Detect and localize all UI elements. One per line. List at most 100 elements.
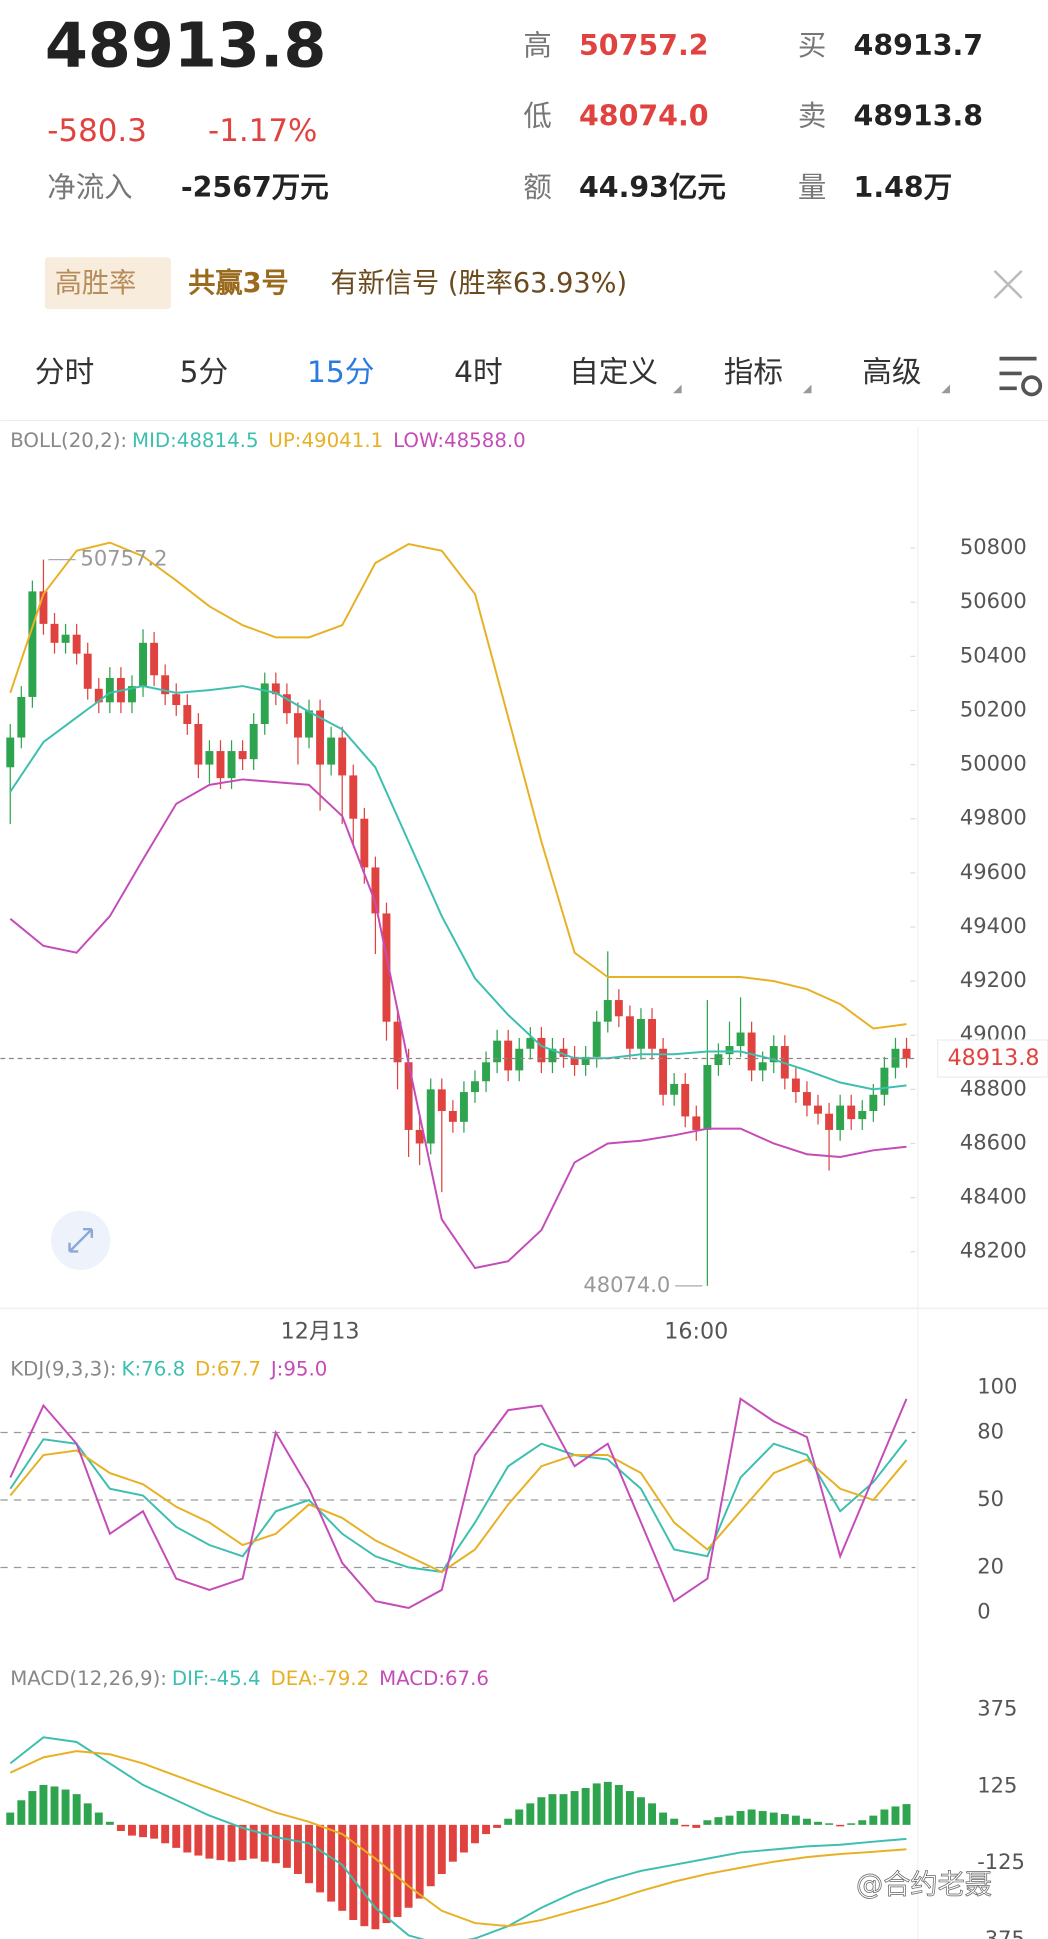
macd-bar (282, 1824, 291, 1868)
macd-bar (814, 1821, 822, 1825)
close-button[interactable] (993, 269, 1023, 299)
tab[interactable]: 指标 (724, 354, 783, 389)
candle-body (902, 1048, 911, 1059)
indicator-line (9, 685, 907, 1091)
macd-bar (736, 1811, 745, 1825)
legend-entry: MID:48814.5 (132, 429, 258, 452)
last-price-label: 48913.8 (948, 1045, 1040, 1071)
stat-label: 高 (523, 29, 551, 62)
candle-body (592, 1021, 601, 1057)
candle-body (659, 1048, 668, 1095)
y-tick-label: 50600 (960, 588, 1027, 613)
macd-bar (681, 1824, 690, 1827)
macd-bar (504, 1818, 513, 1825)
macd-bar (648, 1803, 656, 1825)
stat-value: 1.48万 (854, 171, 953, 204)
settings-icon[interactable] (999, 356, 1043, 397)
macd-bar (72, 1794, 81, 1825)
macd-bar (227, 1824, 236, 1862)
macd-bar (802, 1818, 811, 1825)
stat-value: 48913.7 (854, 29, 984, 62)
macd-bar (404, 1824, 413, 1908)
candle-body (581, 1056, 590, 1065)
signal-text[interactable]: 有新信号 (胜率63.93%) (330, 268, 627, 299)
macd-bar (172, 1824, 181, 1848)
candle-body (94, 688, 103, 703)
macd-bar (194, 1824, 203, 1856)
tab[interactable]: 5分 (180, 354, 229, 389)
macd-bar (891, 1806, 900, 1825)
macd-bar (94, 1812, 103, 1825)
macd-bar (415, 1824, 424, 1899)
tab[interactable]: 分时 (35, 354, 94, 389)
macd-bar (637, 1797, 645, 1825)
y-tick-label: 375 (977, 1696, 1017, 1721)
indicator-line (9, 1449, 908, 1574)
candle-body (714, 1054, 723, 1065)
tab[interactable]: 高级 (862, 354, 921, 389)
macd-bar (105, 1821, 114, 1825)
candle-body (802, 1092, 811, 1106)
candle-body (150, 642, 159, 676)
candle-body (382, 913, 391, 1022)
expand-icon (68, 1227, 94, 1253)
legend-entry: DEA:-79.2 (270, 1667, 369, 1690)
macd-bar (83, 1803, 92, 1825)
annotation: 48074.0 (583, 1272, 670, 1297)
macd-bar (493, 1824, 502, 1828)
y-tick-label: 49400 (960, 913, 1027, 938)
candle-body (537, 1037, 546, 1063)
macd-bar (482, 1824, 491, 1835)
macd-bar (769, 1812, 778, 1825)
y-tick-label: 48800 (960, 1075, 1027, 1100)
candle-body (570, 1056, 579, 1065)
macd-bar (869, 1815, 878, 1825)
y-tick-label: 50200 (960, 696, 1027, 721)
macd-bar (758, 1811, 767, 1825)
macd-bar (382, 1824, 391, 1924)
macd-bar (338, 1824, 347, 1911)
candle-body (249, 723, 258, 760)
macd-bar (902, 1804, 911, 1825)
candle-body (681, 1083, 690, 1117)
macd-bar (393, 1824, 402, 1917)
y-tick-label: 50400 (960, 642, 1027, 667)
panel (0, 1397, 916, 1610)
candle-body (327, 737, 336, 765)
macd-bar (581, 1788, 590, 1825)
candle-body (205, 751, 214, 765)
macd-bar (714, 1817, 723, 1825)
badge-bg (44, 257, 171, 310)
macd-bar (847, 1823, 856, 1825)
stat-label: 卖 (798, 99, 826, 132)
tabs: 分时 5分 15分 4时 自定义 指标 高级 (35, 354, 922, 389)
tab[interactable]: 4时 (454, 354, 503, 389)
indicator-line (9, 541, 907, 1030)
macd-bar (28, 1791, 37, 1825)
macd-bar (150, 1824, 159, 1839)
signal-name[interactable]: 共赢3号 (188, 267, 288, 299)
legend-entry: DIF:-45.4 (172, 1667, 261, 1690)
candle-body (271, 683, 280, 695)
candle-body (28, 591, 37, 697)
dropdown-arrows (673, 384, 951, 394)
macd-bar (825, 1823, 834, 1825)
macd-bar (327, 1824, 336, 1902)
macd-bar (459, 1824, 468, 1853)
candle-body (17, 696, 26, 738)
macd-bar (128, 1824, 136, 1836)
macd-bar (249, 1824, 258, 1859)
y-tick-label: -375 (977, 1926, 1025, 1939)
macd-bar (371, 1824, 380, 1930)
candle-body (437, 1089, 446, 1112)
candle-body (637, 1018, 645, 1049)
inflow: -2567万元 (181, 171, 329, 204)
candle-body (61, 634, 70, 643)
y-tick-label: 49600 (960, 859, 1027, 884)
tab-active[interactable]: 15分 (307, 354, 374, 389)
indicator-line (9, 1397, 908, 1610)
candle-body (603, 1000, 612, 1022)
tab[interactable]: 自定义 (569, 354, 658, 389)
